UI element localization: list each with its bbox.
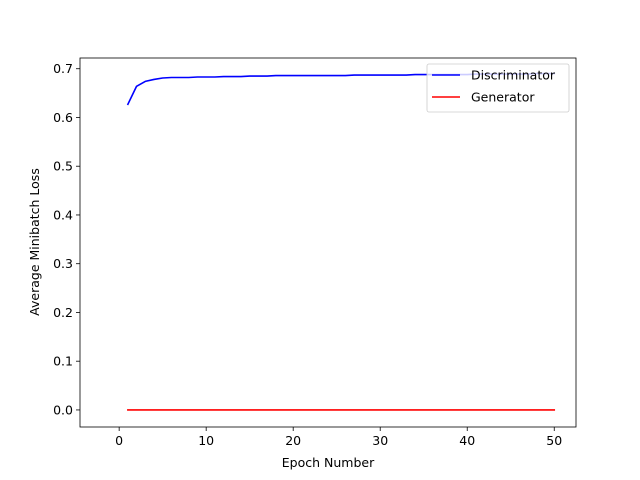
legend-box bbox=[426, 63, 570, 113]
x-tick-label: 20 bbox=[285, 433, 301, 448]
axes-frame bbox=[79, 57, 577, 428]
x-tick-label: 0 bbox=[115, 433, 123, 448]
y-tick-label: 0.7 bbox=[53, 61, 73, 76]
y-tick-label: 0.4 bbox=[53, 207, 73, 222]
y-tick-label: 0.2 bbox=[53, 305, 73, 320]
legend-label-generator: Generator bbox=[471, 90, 535, 105]
x-tick-label: 10 bbox=[198, 433, 214, 448]
y-tick-label: 0.0 bbox=[53, 402, 73, 417]
x-tick-label: 30 bbox=[372, 433, 388, 448]
axes: 0 10 20 30 40 50 0.0 0.1 0.2 0.3 0.4 0.5 0.6 0.7 bbox=[53, 57, 577, 448]
y-tick-label: 0.5 bbox=[53, 159, 73, 174]
legend: Discriminator Generator bbox=[426, 63, 570, 113]
y-axis-label: Average Minibatch Loss bbox=[27, 168, 42, 316]
y-tick-label: 0.3 bbox=[53, 256, 73, 271]
x-tick-label: 40 bbox=[459, 433, 475, 448]
y-tick-label: 0.1 bbox=[53, 354, 73, 369]
x-tick-label: 50 bbox=[546, 433, 562, 448]
y-tick-label: 0.6 bbox=[53, 110, 73, 125]
legend-label-discriminator: Discriminator bbox=[471, 68, 556, 83]
x-axis-label: Epoch Number bbox=[282, 455, 375, 470]
